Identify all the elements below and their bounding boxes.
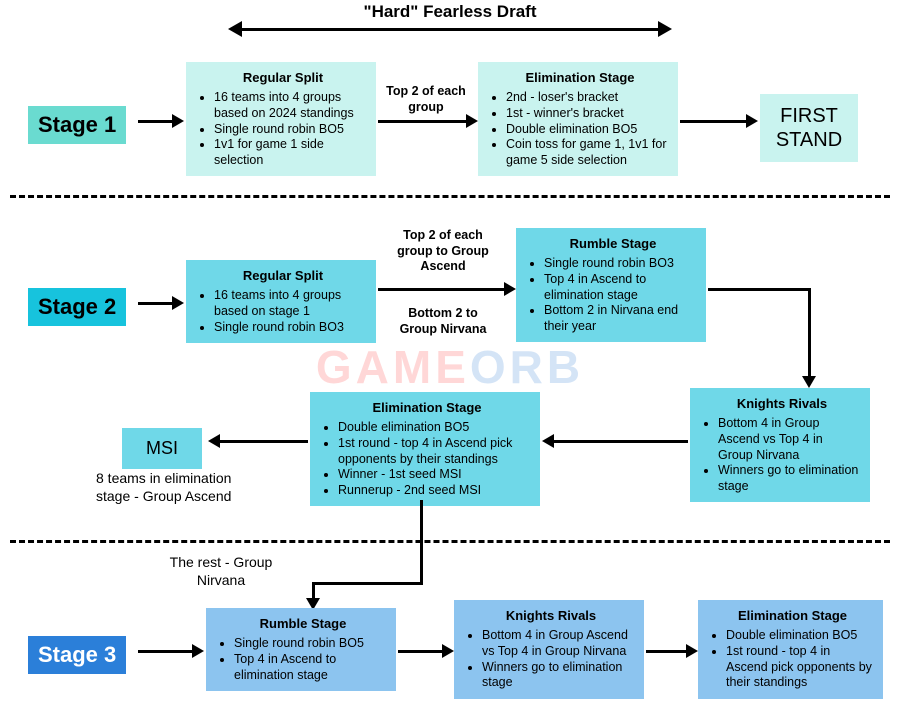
diagram-canvas: GAMEORB gameorb.vn "Hard" Fearless Draft… <box>0 0 900 721</box>
stage2-label: Stage 2 <box>28 288 126 326</box>
stage1-regular-list: 16 teams into 4 groups based on 2024 sta… <box>214 90 366 168</box>
stage2-mid-note-top: Top 2 of each group to Group Ascend <box>388 228 498 275</box>
divider-1 <box>10 195 890 198</box>
stage3-rumble-box: Rumble Stage Single round robin BO5 Top … <box>206 608 396 691</box>
note-ascend: 8 teams in elimination stage - Group Asc… <box>96 470 266 505</box>
stage1-final-box: FIRST STAND <box>760 94 858 162</box>
title-arrow <box>240 28 660 31</box>
note-nirvana: The rest - Group Nirvana <box>146 554 296 589</box>
stage1-mid-note: Top 2 of each group <box>386 84 466 115</box>
stage1-regular-title: Regular Split <box>200 70 366 86</box>
divider-2 <box>10 540 890 543</box>
stage1-label: Stage 1 <box>28 106 126 144</box>
stage3-knights-box: Knights Rivals Bottom 4 in Group Ascend … <box>454 600 644 699</box>
stage2-rumble-box: Rumble Stage Single round robin BO3 Top … <box>516 228 706 342</box>
stage3-elim-box: Elimination Stage Double elimination BO5… <box>698 600 883 699</box>
stage2-mid-note-bot: Bottom 2 to Group Nirvana <box>388 306 498 337</box>
stage1-regular-box: Regular Split 16 teams into 4 groups bas… <box>186 62 376 176</box>
stage2-knights-box: Knights Rivals Bottom 4 in Group Ascend … <box>690 388 870 502</box>
stage1-elim-box: Elimination Stage 2nd - loser's bracket … <box>478 62 678 176</box>
stage1-elim-list: 2nd - loser's bracket 1st - winner's bra… <box>506 90 668 168</box>
stage3-label: Stage 3 <box>28 636 126 674</box>
stage2-elim-box: Elimination Stage Double elimination BO5… <box>310 392 540 506</box>
stage1-elim-title: Elimination Stage <box>492 70 668 86</box>
main-title: "Hard" Fearless Draft <box>0 2 900 22</box>
stage2-regular-box: Regular Split 16 teams into 4 groups bas… <box>186 260 376 343</box>
stage2-msi-box: MSI <box>122 428 202 469</box>
